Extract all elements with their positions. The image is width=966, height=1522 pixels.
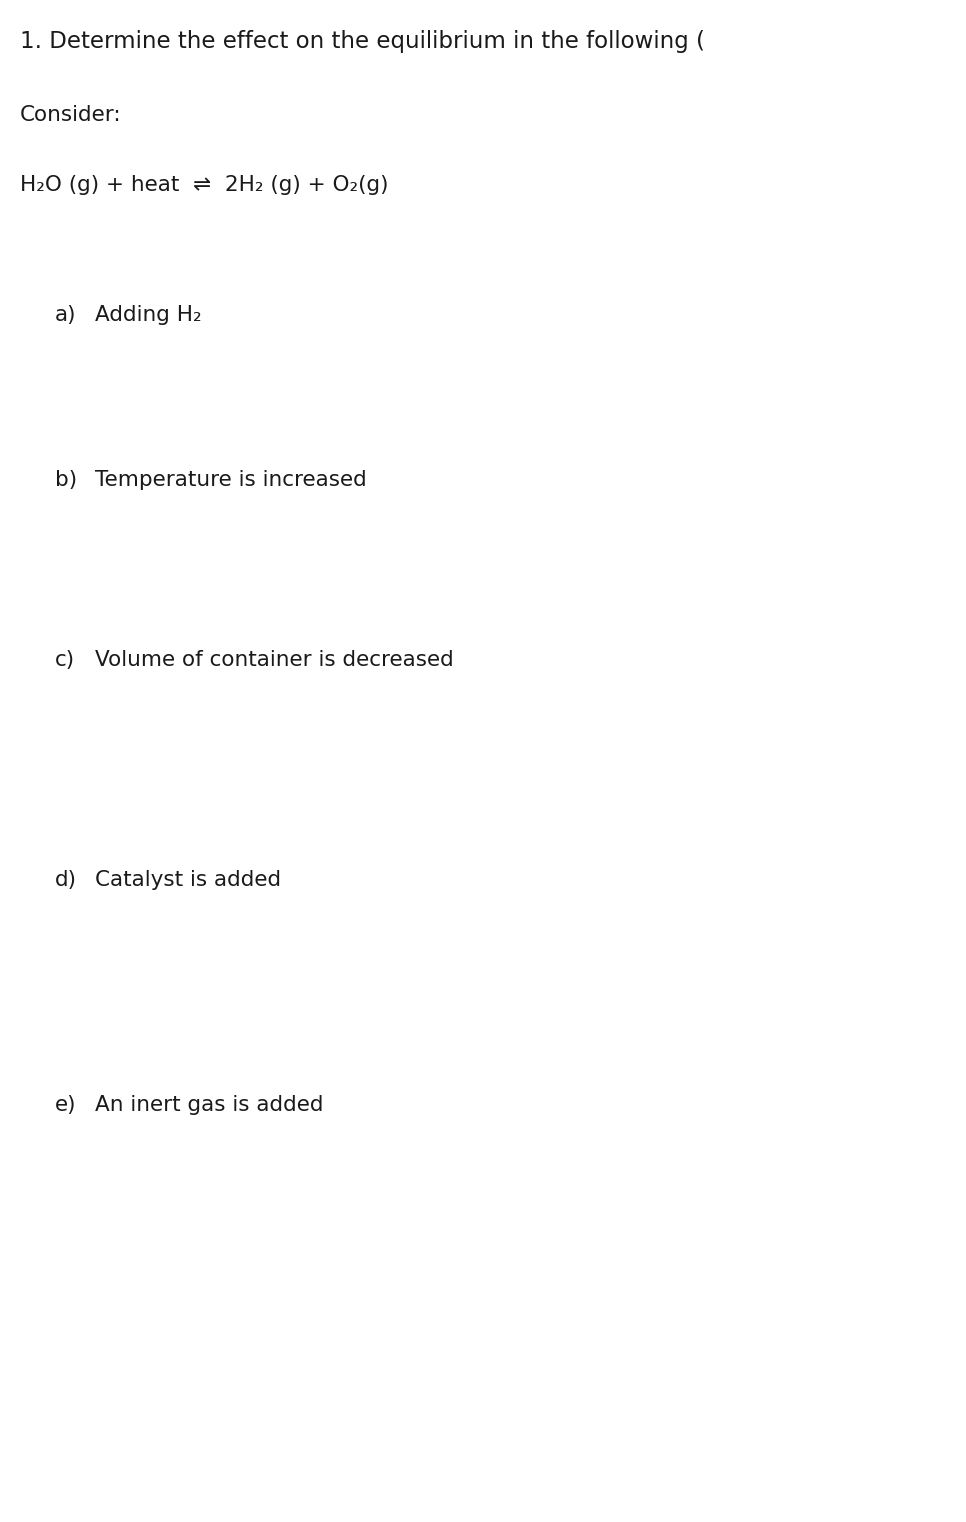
Text: Adding H₂: Adding H₂ xyxy=(95,304,202,326)
Text: Consider:: Consider: xyxy=(20,105,122,125)
Text: An inert gas is added: An inert gas is added xyxy=(95,1094,324,1116)
Text: c): c) xyxy=(55,650,75,670)
Text: 1. Determine the effect on the equilibrium in the following (: 1. Determine the effect on the equilibri… xyxy=(20,30,705,53)
Text: a): a) xyxy=(55,304,76,326)
Text: Temperature is increased: Temperature is increased xyxy=(95,470,367,490)
Text: b): b) xyxy=(55,470,77,490)
Text: H₂O (g) + heat  ⇌  2H₂ (g) + O₂(g): H₂O (g) + heat ⇌ 2H₂ (g) + O₂(g) xyxy=(20,175,388,195)
Text: d): d) xyxy=(55,871,77,890)
Text: Volume of container is decreased: Volume of container is decreased xyxy=(95,650,454,670)
Text: e): e) xyxy=(55,1094,76,1116)
Text: Catalyst is added: Catalyst is added xyxy=(95,871,281,890)
